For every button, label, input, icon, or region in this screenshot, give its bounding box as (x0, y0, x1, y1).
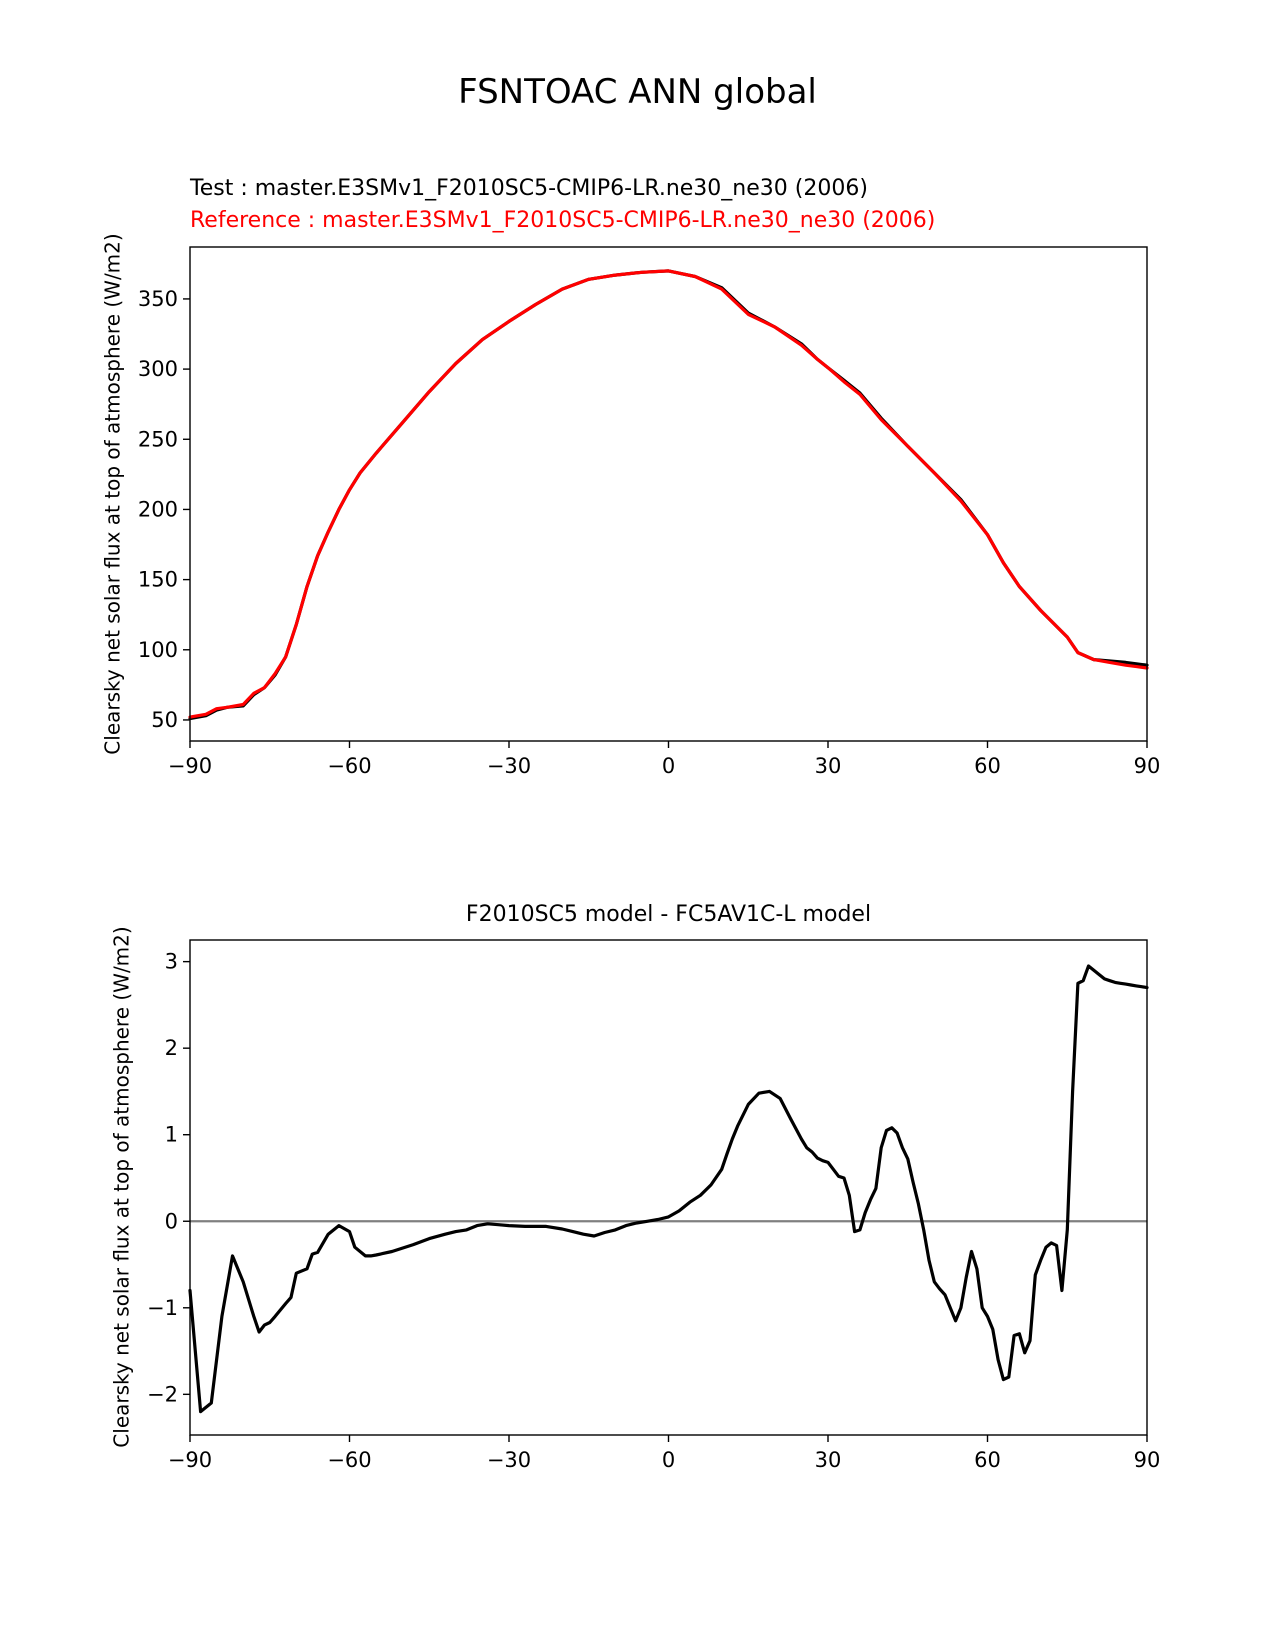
y-tick-label: 50 (151, 708, 178, 732)
figure-title: FSNTOAC ANN global (458, 72, 817, 112)
x-tick-label: −30 (487, 1448, 531, 1472)
y-tick-label: −2 (147, 1382, 178, 1406)
top-axes: −90 −60 −30 0 30 60 90 50 100 150 200 250 300 350 (138, 246, 1161, 778)
x-tick-label: −90 (168, 754, 212, 778)
series-line-test-0 (188, 269, 1149, 721)
x-tick-label: 0 (662, 1448, 675, 1472)
axes-frame (189, 246, 1148, 742)
axes-frame (189, 939, 1148, 1436)
x-tick-label: −90 (168, 1448, 212, 1472)
x-tick-label: 90 (1134, 1448, 1161, 1472)
test-label: Test : master.E3SMv1_F2010SC5-CMIP6-LR.n… (190, 176, 868, 201)
x-tick-label: −60 (327, 1448, 371, 1472)
y-tick-label: 150 (138, 568, 178, 592)
y-tick-label: 2 (165, 1036, 178, 1060)
series-line-test-1 (188, 964, 1149, 1414)
y-tick-label: 0 (165, 1209, 178, 1233)
x-tick-label: 30 (815, 754, 842, 778)
reference-label: Reference : master.E3SMv1_F2010SC5-CMIP6… (190, 208, 936, 233)
y-tick-label: 1 (165, 1123, 178, 1147)
y-tick-label: −1 (147, 1296, 178, 1320)
y-tick-label: 350 (138, 287, 178, 311)
x-tick-label: −30 (487, 754, 531, 778)
x-tick-label: 30 (815, 1448, 842, 1472)
y-tick-label: 250 (138, 427, 178, 451)
y-tick-label: 200 (138, 497, 178, 521)
x-tick-label: −60 (327, 754, 371, 778)
top-y-axis-label: Clearsky net solar flux at top of atmosp… (100, 233, 125, 755)
x-tick-label: 0 (662, 754, 675, 778)
bottom-axes: −90 −60 −30 0 30 60 90 −2 −1 0 1 2 3 (147, 939, 1161, 1472)
y-tick-label: 100 (138, 638, 178, 662)
y-tick-label: 3 (165, 950, 178, 974)
x-tick-label: 60 (974, 1448, 1001, 1472)
series-line-reference-0 (188, 269, 1149, 719)
x-tick-label: 90 (1134, 754, 1161, 778)
bottom-y-axis-label: Clearsky net solar flux at top of atmosp… (109, 926, 134, 1448)
y-tick-label: 300 (138, 357, 178, 381)
diff-plot-title: F2010SC5 model - FC5AV1C-L model (465, 902, 872, 927)
x-tick-label: 60 (974, 754, 1001, 778)
